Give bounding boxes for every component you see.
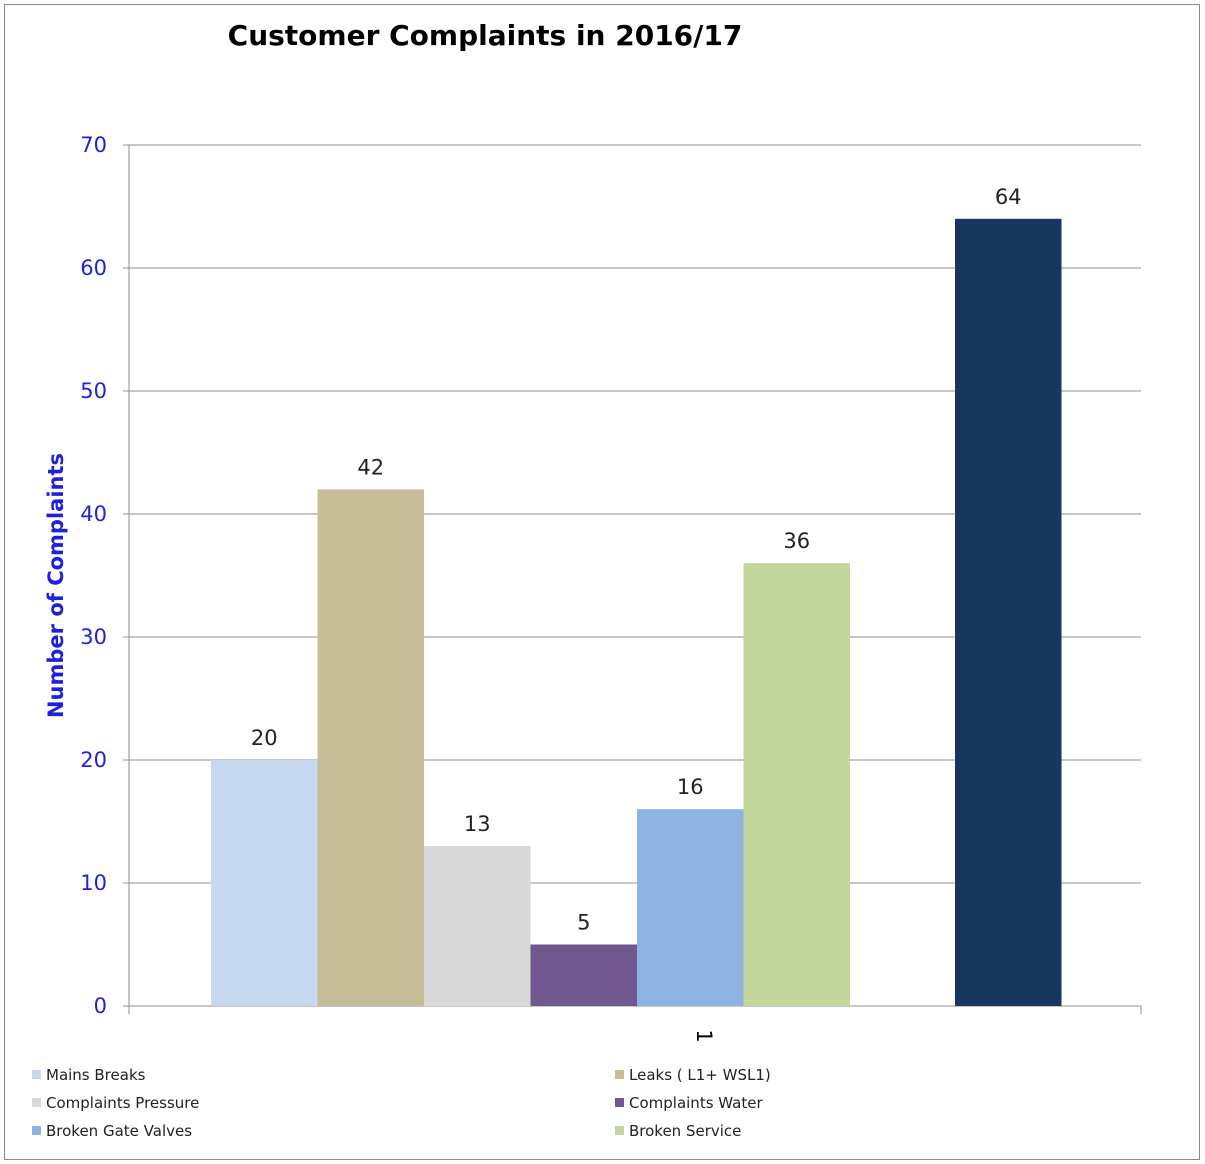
data-label: 13 [464, 812, 491, 836]
legend-item: Complaints Water [615, 1093, 763, 1113]
y-tick-label: 50 [80, 379, 107, 403]
legend-label: Complaints Pressure [46, 1094, 200, 1112]
y-tick-label: 0 [94, 994, 107, 1018]
y-tick-label: 70 [80, 133, 107, 157]
bar-leaks-l1-wsl1 [317, 489, 424, 1006]
legend-item: Complaints Pressure [32, 1093, 199, 1113]
chart-frame: Customer Complaints in 2016/17 0 10 20 30 40… [4, 4, 1200, 1160]
legend-label: Complaints Water [629, 1094, 763, 1112]
y-tick-label: 20 [80, 748, 107, 772]
chart-title: Customer Complaints in 2016/17 [227, 19, 743, 52]
bar-mains-breaks [211, 760, 318, 1006]
legend-item: Leaks ( L1+ WSL1) [615, 1065, 771, 1085]
y-axis-label: Number of Complaints [44, 453, 68, 718]
legend-item: Broken Service [615, 1121, 741, 1141]
data-label: 20 [251, 726, 278, 750]
bar-broken-gate-valves [637, 809, 744, 1006]
bar-series-7 [955, 218, 1062, 1007]
chart-plot: 0 10 20 30 40 50 60 70 Number of Complaints 20 42 1… [44, 133, 1142, 1043]
legend-label: Mains Breaks [46, 1066, 146, 1084]
legend-swatch [615, 1126, 624, 1135]
y-tick-label: 30 [80, 625, 107, 649]
legend-item: Broken Gate Valves [32, 1121, 192, 1141]
y-tick-label: 60 [80, 256, 107, 280]
y-tick-label: 40 [80, 502, 107, 526]
bar-broken-service [743, 563, 850, 1006]
legend-swatch [32, 1098, 41, 1107]
data-label: 64 [995, 185, 1022, 209]
legend-item: Mains Breaks [32, 1065, 145, 1085]
legend-swatch [615, 1098, 624, 1107]
legend-swatch [615, 1070, 624, 1079]
legend-label: Broken Service [629, 1122, 742, 1140]
legend-swatch [32, 1126, 41, 1135]
data-label: 42 [357, 455, 384, 479]
data-label: 16 [677, 775, 704, 799]
y-tick-label: 10 [80, 871, 107, 895]
legend-label: Leaks ( L1+ WSL1) [629, 1066, 771, 1084]
data-label: 36 [783, 529, 810, 553]
bar-complaints-water [530, 944, 637, 1006]
data-label: 5 [577, 911, 590, 935]
bar-complaints-pressure [424, 846, 531, 1006]
x-tick-label: 1 [692, 1029, 716, 1042]
legend-label: Broken Gate Valves [46, 1122, 193, 1140]
legend-swatch [32, 1070, 41, 1079]
